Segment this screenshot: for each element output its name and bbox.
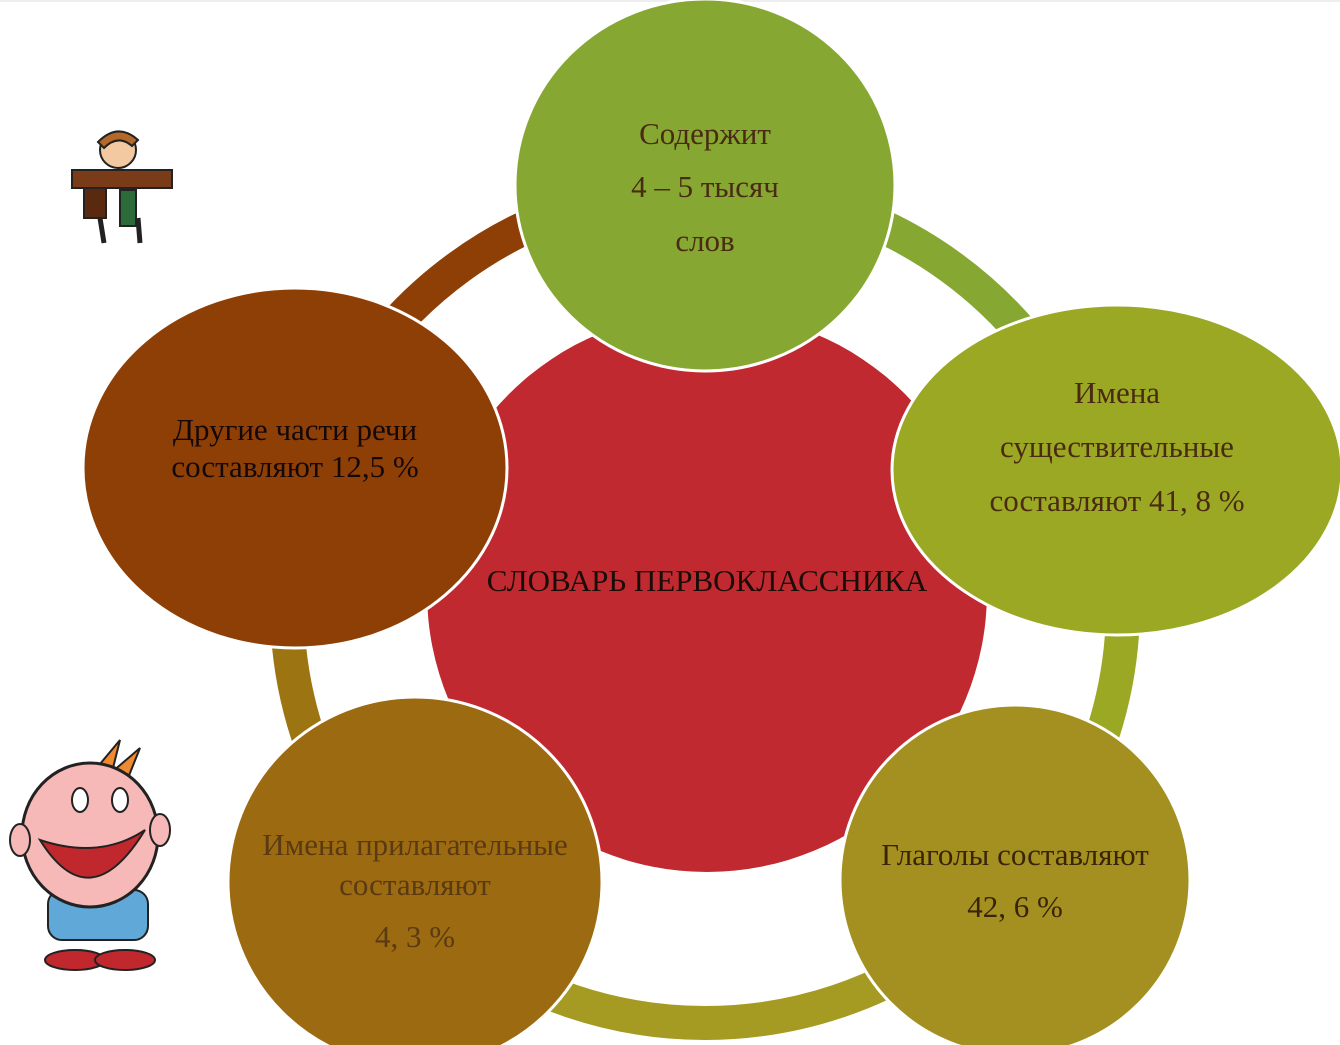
node-text: Глаголы составляют xyxy=(881,837,1149,872)
node-text: Другие части речи xyxy=(173,412,417,447)
node-text: существительные xyxy=(1000,429,1234,464)
node-text: Имена прилагательные xyxy=(262,827,568,862)
node-text: Содержит xyxy=(639,116,771,151)
node-text: 42, 6 % xyxy=(967,889,1063,924)
diagram: СЛОВАРЬ ПЕРВОКЛАССНИКА Содержит 4 – 5 тыс… xyxy=(0,0,1340,1045)
node-text: 4, 3 % xyxy=(375,919,455,954)
node-circle xyxy=(892,305,1340,635)
node-text: составляют xyxy=(339,867,491,902)
node-text: составляют 41, 8 % xyxy=(989,483,1244,518)
node-text: составляют 12,5 % xyxy=(171,449,418,484)
node-circle xyxy=(840,705,1190,1045)
node-text: Имена xyxy=(1074,375,1160,410)
node-text: 4 – 5 тысяч xyxy=(631,169,779,204)
center-label: СЛОВАРЬ ПЕРВОКЛАССНИКА xyxy=(487,563,928,598)
node-text: слов xyxy=(675,223,734,258)
